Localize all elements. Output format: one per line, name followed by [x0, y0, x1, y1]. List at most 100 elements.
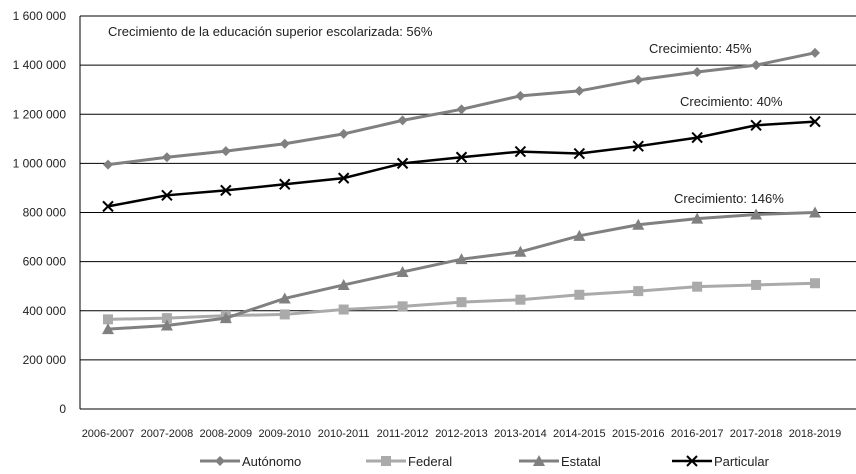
- data-point: [692, 67, 703, 78]
- data-point: [219, 312, 232, 324]
- data-point: [751, 279, 762, 290]
- y-axis-tick-labels: 0 200 000 400 000 600 000 800 000 1 000 000 1 …: [13, 9, 67, 416]
- data-point: [573, 147, 586, 160]
- data-point: [103, 314, 113, 325]
- x-tick-label: 2010-2011: [318, 428, 370, 440]
- legend-label: Federal: [408, 454, 452, 469]
- annotation-autonomo-growth: Crecimiento: 45%: [649, 41, 752, 56]
- data-point: [397, 115, 408, 126]
- data-point: [396, 265, 409, 277]
- y-tick-label: 1 200 000: [13, 107, 67, 121]
- annotation-total-growth: Crecimiento de la educación superior esc…: [108, 24, 433, 39]
- data-point: [515, 294, 526, 305]
- series-diamond: [103, 47, 820, 170]
- data-point: [160, 319, 173, 331]
- legend-item: Particular: [672, 454, 770, 469]
- data-point: [574, 85, 585, 96]
- legend-item: Estatal: [519, 454, 601, 469]
- data-point: [809, 206, 821, 218]
- x-tick-label: 2014-2015: [553, 428, 606, 440]
- data-point: [338, 304, 349, 315]
- data-point: [279, 178, 291, 190]
- y-tick-label: 1 000 000: [13, 156, 67, 170]
- data-point: [456, 104, 467, 115]
- data-point: [633, 286, 644, 297]
- x-tick-label: 2008-2009: [200, 428, 253, 440]
- grid-lines: [80, 15, 856, 361]
- data-point: [692, 281, 703, 292]
- legend: Autónomo Federal Estatal Particular: [200, 454, 770, 469]
- legend-item: Autónomo: [200, 454, 301, 469]
- data-point: [691, 131, 703, 144]
- data-point: [279, 138, 290, 149]
- x-tick-label: 2009-2010: [258, 428, 311, 440]
- data-point: [810, 278, 820, 289]
- data-point: [750, 208, 763, 220]
- legend-label: Particular: [714, 454, 770, 469]
- data-point: [102, 200, 114, 213]
- data-point: [279, 309, 290, 320]
- data-point: [573, 229, 586, 241]
- legend-label: Estatal: [561, 454, 601, 469]
- data-point: [691, 212, 704, 224]
- data-point: [338, 128, 349, 139]
- data-point: [514, 145, 527, 158]
- data-point: [810, 47, 820, 58]
- series-x: [102, 115, 821, 213]
- data-point: [809, 115, 821, 128]
- data-point: [455, 253, 468, 265]
- x-tick-label: 2007-2008: [141, 428, 194, 440]
- legend-marker: [533, 455, 545, 466]
- data-point: [397, 301, 408, 312]
- y-tick-label: 400 000: [23, 304, 67, 318]
- legend-marker: [686, 455, 698, 467]
- annotation-particular-growth: Crecimiento: 40%: [680, 94, 783, 109]
- y-tick-label: 1 600 000: [13, 9, 67, 23]
- data-point: [102, 323, 114, 335]
- series-square: [103, 278, 820, 325]
- data-point: [750, 119, 762, 132]
- data-point: [455, 151, 468, 163]
- series-triangle: [102, 206, 821, 335]
- y-tick-label: 800 000: [23, 206, 67, 220]
- x-tick-label: 2015-2016: [612, 428, 665, 440]
- data-point: [161, 189, 173, 202]
- data-point: [220, 146, 231, 157]
- data-point: [220, 184, 232, 197]
- data-point: [337, 172, 350, 184]
- data-point: [278, 292, 291, 304]
- series-layer: [102, 47, 821, 335]
- x-axis-tick-labels: 2006-2007 2007-2008 2008-2009 2009-2010 2010…: [82, 428, 842, 440]
- data-point: [161, 152, 172, 163]
- data-point: [632, 218, 645, 230]
- legend-marker: [381, 456, 391, 466]
- y-tick-label: 200 000: [23, 353, 67, 367]
- y-tick-label: 600 000: [23, 255, 67, 269]
- data-point: [161, 313, 172, 324]
- data-point: [514, 245, 527, 257]
- x-tick-label: 2011-2012: [377, 428, 429, 440]
- y-tick-label: 0: [59, 402, 66, 416]
- annotations: Crecimiento de la educación superior esc…: [108, 24, 784, 206]
- annotation-estatal-growth: Crecimiento: 146%: [674, 191, 784, 206]
- data-point: [337, 278, 350, 290]
- x-tick-label: 2006-2007: [82, 428, 135, 440]
- legend-item: Federal: [366, 454, 452, 469]
- x-tick-label: 2012-2013: [435, 428, 488, 440]
- data-point: [574, 289, 585, 300]
- data-point: [632, 140, 644, 152]
- x-tick-label: 2016-2017: [671, 428, 724, 440]
- y-tick-label: 1 400 000: [13, 58, 67, 72]
- legend-marker: [215, 456, 225, 466]
- data-point: [515, 90, 526, 101]
- data-point: [633, 74, 644, 85]
- series-line: [107, 211, 816, 331]
- data-point: [751, 60, 762, 71]
- legend-label: Autónomo: [242, 454, 301, 469]
- data-point: [103, 159, 113, 170]
- x-tick-label: 2017-2018: [730, 428, 783, 440]
- axes: [79, 16, 856, 410]
- data-point: [456, 297, 467, 308]
- data-point: [396, 157, 409, 170]
